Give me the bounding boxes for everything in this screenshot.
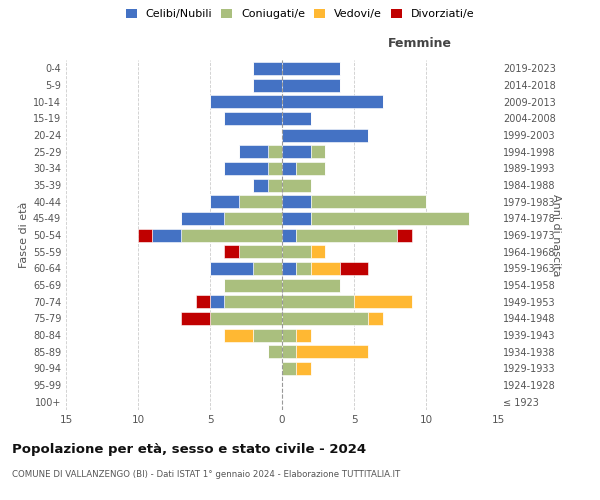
Bar [239, 145, 268, 158]
Bar [253, 262, 282, 275]
Bar [282, 228, 296, 241]
Bar [282, 328, 296, 342]
Bar [253, 178, 268, 192]
Bar [282, 262, 296, 275]
Bar [210, 262, 253, 275]
Bar [268, 345, 282, 358]
Bar [311, 195, 426, 208]
Bar [181, 212, 224, 225]
Bar [311, 262, 340, 275]
Bar [282, 178, 311, 192]
Bar [181, 228, 282, 241]
Bar [210, 95, 282, 108]
Bar [282, 212, 311, 225]
Legend: Celibi/Nubili, Coniugati/e, Vedovi/e, Divorziati/e: Celibi/Nubili, Coniugati/e, Vedovi/e, Di… [121, 4, 479, 24]
Bar [282, 145, 311, 158]
Bar [138, 228, 152, 241]
Bar [224, 162, 268, 175]
Bar [296, 345, 368, 358]
Bar [253, 78, 282, 92]
Bar [311, 212, 469, 225]
Bar [181, 312, 210, 325]
Bar [282, 295, 354, 308]
Bar [282, 112, 311, 125]
Bar [253, 62, 282, 75]
Bar [282, 312, 368, 325]
Bar [224, 295, 282, 308]
Bar [210, 312, 282, 325]
Bar [253, 328, 282, 342]
Bar [296, 228, 397, 241]
Bar [282, 362, 296, 375]
Bar [282, 78, 340, 92]
Text: COMUNE DI VALLANZENGO (BI) - Dati ISTAT 1° gennaio 2024 - Elaborazione TUTTITALI: COMUNE DI VALLANZENGO (BI) - Dati ISTAT … [12, 470, 400, 479]
Bar [296, 328, 311, 342]
Bar [282, 345, 296, 358]
Bar [296, 262, 311, 275]
Bar [282, 278, 340, 291]
Bar [282, 128, 368, 141]
Y-axis label: Anni di nascita: Anni di nascita [551, 194, 561, 276]
Bar [210, 295, 224, 308]
Bar [239, 195, 282, 208]
Bar [224, 212, 282, 225]
Bar [152, 228, 181, 241]
Bar [239, 245, 282, 258]
Bar [268, 145, 282, 158]
Bar [296, 362, 311, 375]
Bar [296, 162, 325, 175]
Bar [354, 295, 412, 308]
Bar [224, 245, 239, 258]
Bar [282, 245, 311, 258]
Bar [210, 195, 239, 208]
Bar [196, 295, 210, 308]
Text: Popolazione per età, sesso e stato civile - 2024: Popolazione per età, sesso e stato civil… [12, 442, 366, 456]
Bar [282, 95, 383, 108]
Y-axis label: Fasce di età: Fasce di età [19, 202, 29, 268]
Bar [311, 145, 325, 158]
Bar [282, 162, 296, 175]
Bar [397, 228, 412, 241]
Text: Femmine: Femmine [388, 36, 452, 50]
Bar [224, 328, 253, 342]
Bar [368, 312, 383, 325]
Bar [311, 245, 325, 258]
Bar [224, 278, 282, 291]
Bar [224, 112, 282, 125]
Bar [268, 178, 282, 192]
Bar [282, 195, 311, 208]
Bar [282, 62, 340, 75]
Bar [268, 162, 282, 175]
Bar [340, 262, 368, 275]
